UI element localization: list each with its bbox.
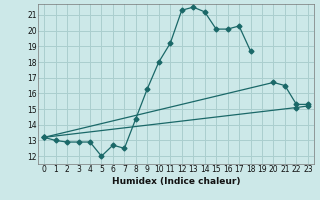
X-axis label: Humidex (Indice chaleur): Humidex (Indice chaleur) xyxy=(112,177,240,186)
